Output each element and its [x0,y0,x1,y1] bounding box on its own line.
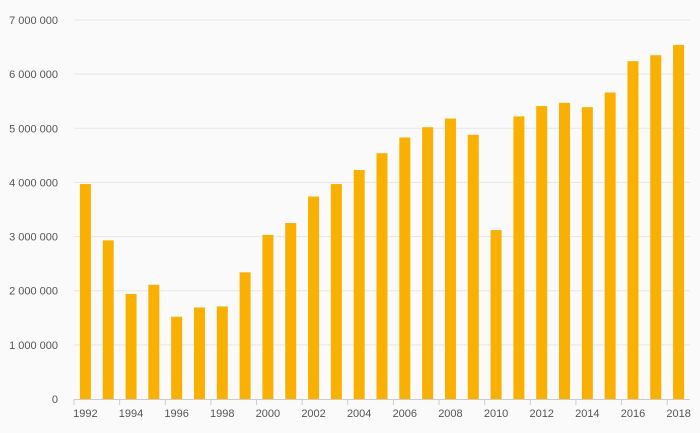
bar-1999 [239,272,251,399]
y-axis-labels: 0 1 000 000 2 000 000 3 000 000 4 000 000 5 0… [9,15,58,406]
x-tick-label: 2004 [347,408,371,420]
bar-2009 [467,134,479,400]
bar-2016 [627,61,639,400]
x-tick-label: 2018 [666,408,690,420]
x-tick-label: 1998 [210,408,234,420]
x-tick-label: 2002 [301,408,325,420]
bar-2017 [650,55,662,399]
x-tick-label: 1992 [73,408,97,420]
x-tick-label: 2012 [529,408,553,420]
x-tick-label: 1996 [164,408,188,420]
bar-2001 [285,223,297,399]
bars [79,44,685,400]
x-tick-label: 2014 [575,408,599,420]
y-tick-label: 4 000 000 [9,177,58,189]
x-tick-label: 2008 [438,408,462,420]
bar-2010 [490,230,502,399]
bar-2011 [513,116,525,400]
bar-2002 [308,196,320,399]
bar-2005 [376,153,388,399]
x-tick-label: 2006 [393,408,417,420]
bar-1996 [171,316,183,399]
bar-1995 [148,284,160,399]
bar-1994 [125,293,137,399]
bar-1997 [193,307,205,399]
x-tick-label: 1994 [119,408,143,420]
bar-1993 [102,240,114,399]
y-tick-label: 3 000 000 [9,232,58,244]
x-axis-labels: 1992 1994 1996 1998 2000 2002 2004 2006 2008 2010… [73,408,691,420]
x-tick-label: 2000 [256,408,280,420]
x-tick-label: 2016 [621,408,645,420]
bar-2013 [559,102,571,400]
bar-2007 [422,127,434,400]
y-tick-label: 1 000 000 [9,340,58,352]
bar-2015 [604,92,616,400]
y-tick-label: 2 000 000 [9,286,58,298]
bar-2000 [262,234,274,399]
bar-2012 [536,106,548,399]
bar-2006 [399,137,411,400]
y-tick-label: 5 000 000 [9,123,58,135]
bar-2004 [353,169,365,399]
y-tick-label: 6 000 000 [9,69,58,81]
bar-1998 [216,306,228,399]
bar-2008 [444,118,456,399]
x-tick-label: 2010 [484,408,508,420]
x-axis [73,399,690,405]
y-tick-label: 7 000 000 [9,15,58,27]
bar-2018 [673,44,685,400]
bar-1992 [79,184,91,399]
bar-2003 [330,184,342,399]
y-tick-label: 0 [52,394,58,406]
bar-2014 [581,107,593,400]
